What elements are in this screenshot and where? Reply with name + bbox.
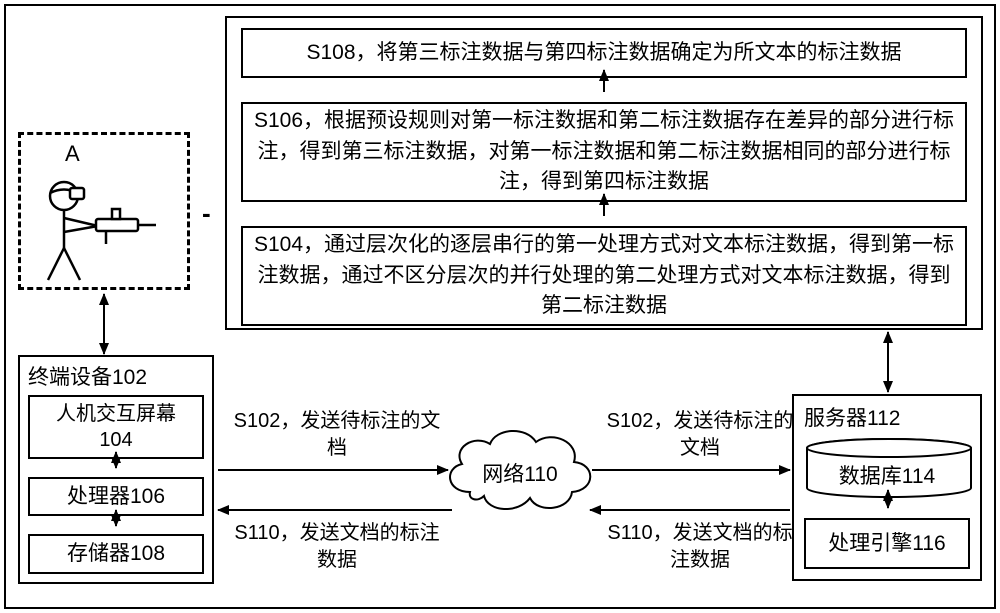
network-cloud: 网络110 xyxy=(440,420,600,520)
dash-connector: - xyxy=(202,198,211,229)
label-s110-left: S110，发送文档的标注数据 xyxy=(232,520,442,574)
terminal-processor: 处理器106 xyxy=(28,477,204,516)
user-dashed-box: A xyxy=(18,132,190,290)
step-s108-text: S108，将第三标注数据与第四标注数据确定为所文本的标注数据 xyxy=(306,38,901,68)
terminal-processor-text: 处理器106 xyxy=(67,485,165,508)
label-s110-right: S110，发送文档的标注数据 xyxy=(600,520,800,574)
database-label: 数据库114 xyxy=(804,460,970,490)
terminal-memory: 存储器108 xyxy=(28,534,204,573)
label-s102-left: S102，发送待标注的文档 xyxy=(232,408,442,462)
processing-engine-text: 处理引擎116 xyxy=(828,532,945,555)
terminal-device: 终端设备102 人机交互屏幕104 处理器106 存储器108 xyxy=(18,355,214,584)
user-label-a: A xyxy=(65,141,80,167)
server-title: 服务器112 xyxy=(804,402,970,432)
database-cylinder: 数据库114 xyxy=(804,438,970,498)
step-s108: S108，将第三标注数据与第四标注数据确定为所文本的标注数据 xyxy=(241,28,967,78)
process-container: S108，将第三标注数据与第四标注数据确定为所文本的标注数据 S106，根据预设… xyxy=(225,16,983,330)
terminal-screen: 人机交互屏幕104 xyxy=(28,395,204,459)
terminal-screen-text: 人机交互屏幕104 xyxy=(30,401,202,453)
terminal-memory-text: 存储器108 xyxy=(67,542,165,565)
terminal-title: 终端设备102 xyxy=(28,361,204,391)
step-s104: S104，通过层次化的逐层串行的第一处理方式对文本标注数据，得到第一标注数据，通… xyxy=(241,226,967,326)
step-s106-text: S106，根据预设规则对第一标注数据和第二标注数据存在差异的部分进行标注，得到第… xyxy=(251,106,957,197)
step-s104-text: S104，通过层次化的逐层串行的第一处理方式对文本标注数据，得到第一标注数据，通… xyxy=(251,230,957,321)
server: 服务器112 数据库114 处理引擎116 xyxy=(792,394,982,581)
processing-engine: 处理引擎116 xyxy=(804,518,970,569)
step-s106: S106，根据预设规则对第一标注数据和第二标注数据存在差异的部分进行标注，得到第… xyxy=(241,102,967,202)
label-s102-right: S102，发送待标注的文档 xyxy=(600,408,800,462)
network-label: 网络110 xyxy=(440,458,600,488)
